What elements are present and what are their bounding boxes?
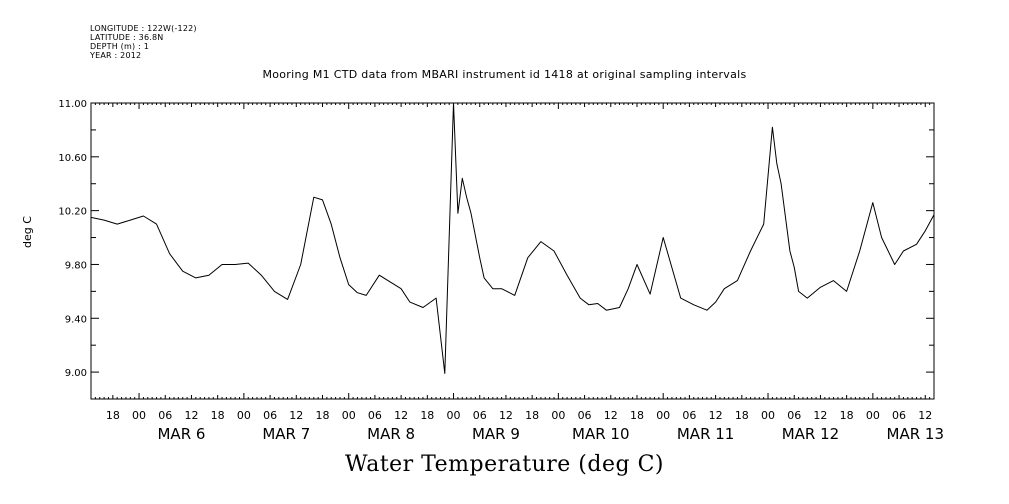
x-hour-label: 00 xyxy=(551,409,565,422)
x-day-label: MAR 6 xyxy=(157,425,205,443)
x-day-label: MAR 8 xyxy=(367,425,415,443)
y-tick-label: 10.60 xyxy=(58,153,87,164)
x-hour-label: 00 xyxy=(447,409,461,422)
y-tick-label: 9.00 xyxy=(65,368,87,379)
x-hour-label: 18 xyxy=(315,409,329,422)
x-hour-label: 06 xyxy=(158,409,172,422)
x-hour-label: 12 xyxy=(394,409,408,422)
x-hour-label: 12 xyxy=(604,409,618,422)
x-hour-label: 00 xyxy=(132,409,146,422)
x-hour-label: 06 xyxy=(578,409,592,422)
x-hour-label: 06 xyxy=(787,409,801,422)
x-day-label: MAR 13 xyxy=(887,425,944,443)
y-tick-label: 9.80 xyxy=(65,260,87,271)
x-hour-label: 06 xyxy=(892,409,906,422)
chart-title: Mooring M1 CTD data from MBARI instrumen… xyxy=(262,68,747,81)
x-day-label: MAR 7 xyxy=(262,425,310,443)
x-hour-label: 00 xyxy=(761,409,775,422)
y-tick-label: 10.20 xyxy=(58,207,87,218)
x-day-label: MAR 9 xyxy=(472,425,520,443)
y-tick-label: 11.00 xyxy=(58,99,87,110)
axis-tick-labels: 9.00 9.40 9.80 10.20 10.60 11.00 18 00 06 12 18 00 0… xyxy=(58,99,944,443)
x-hour-label: 00 xyxy=(866,409,880,422)
x-hour-label: 00 xyxy=(342,409,356,422)
x-axis-title: Water Temperature (deg C) xyxy=(345,452,664,477)
x-hour-label: 12 xyxy=(184,409,198,422)
x-hour-label: 18 xyxy=(106,409,120,422)
meta-year: YEAR : 2012 xyxy=(90,51,142,60)
x-day-label: MAR 11 xyxy=(677,425,734,443)
x-hour-label: 12 xyxy=(289,409,303,422)
x-hour-label: 12 xyxy=(918,409,932,422)
data-series xyxy=(90,102,935,374)
x-hour-label: 06 xyxy=(682,409,696,422)
x-hour-label: 06 xyxy=(368,409,382,422)
x-hour-label: 18 xyxy=(630,409,644,422)
x-hour-label: 06 xyxy=(263,409,277,422)
x-hour-label: 06 xyxy=(473,409,487,422)
x-hour-label: 18 xyxy=(525,409,539,422)
x-hour-label: 18 xyxy=(420,409,434,422)
x-hour-label: 12 xyxy=(709,409,723,422)
axis-ticks xyxy=(90,102,935,399)
x-hour-label: 18 xyxy=(840,409,854,422)
x-hour-label: 12 xyxy=(499,409,513,422)
x-day-label: MAR 10 xyxy=(572,425,629,443)
x-hour-label: 00 xyxy=(656,409,670,422)
plot-frame xyxy=(90,102,935,400)
water-temperature-line xyxy=(90,102,935,374)
meta-depth: DEPTH (m) : 1 xyxy=(90,42,149,51)
y-tick-label: 9.40 xyxy=(65,314,87,325)
meta-longitude: LONGITUDE : 122W(-122) xyxy=(90,24,197,33)
x-hour-label: 18 xyxy=(211,409,225,422)
x-hour-label: 12 xyxy=(813,409,827,422)
x-hour-label: 00 xyxy=(237,409,251,422)
meta-latitude: LATITUDE : 36.8N xyxy=(90,33,164,42)
x-hour-label: 18 xyxy=(735,409,749,422)
x-day-label: MAR 12 xyxy=(782,425,839,443)
